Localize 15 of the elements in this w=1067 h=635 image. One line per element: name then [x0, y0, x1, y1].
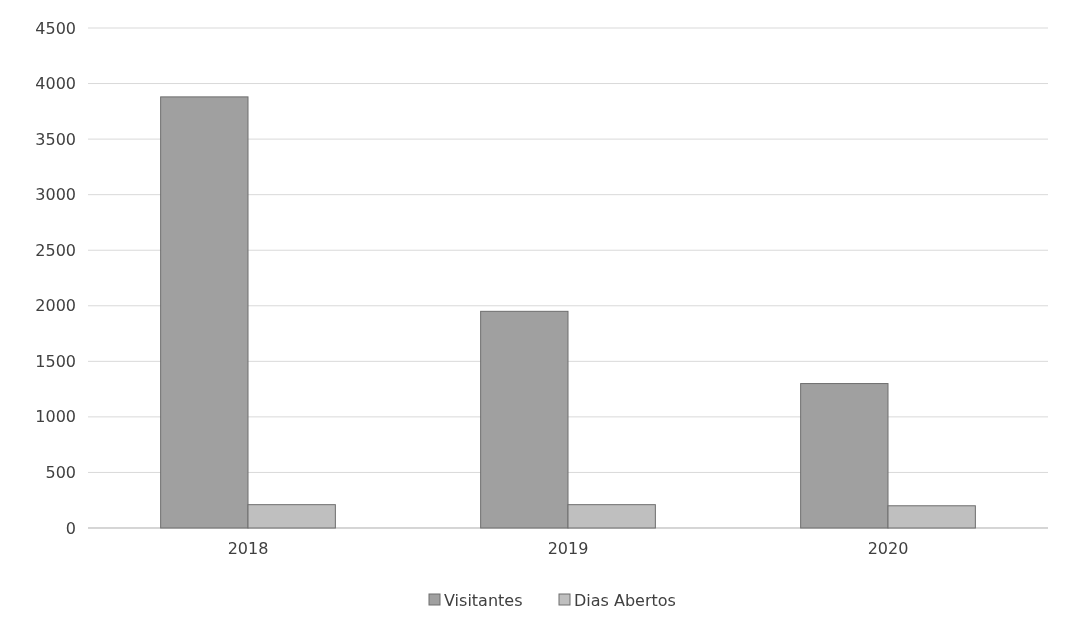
y-tick-label: 0: [65, 518, 76, 538]
legend-label: Dias Abertos: [574, 590, 676, 610]
y-tick-label: 4000: [35, 74, 76, 94]
x-tick-label: 2020: [867, 539, 909, 558]
y-tick-label: 1000: [35, 407, 76, 427]
y-tick-label: 1500: [35, 351, 76, 371]
y-tick-label: 4500: [35, 18, 76, 38]
y-tick-label: 2500: [35, 240, 76, 260]
y-tick-label: 3500: [35, 129, 76, 149]
x-tick-label: 2019: [547, 539, 589, 558]
x-tick-label: 2018: [227, 539, 269, 558]
y-tick-label: 500: [45, 463, 76, 483]
legend-label: Visitantes: [444, 590, 523, 610]
y-tick-label: 3000: [35, 185, 76, 205]
y-tick-label: 2000: [35, 296, 76, 316]
